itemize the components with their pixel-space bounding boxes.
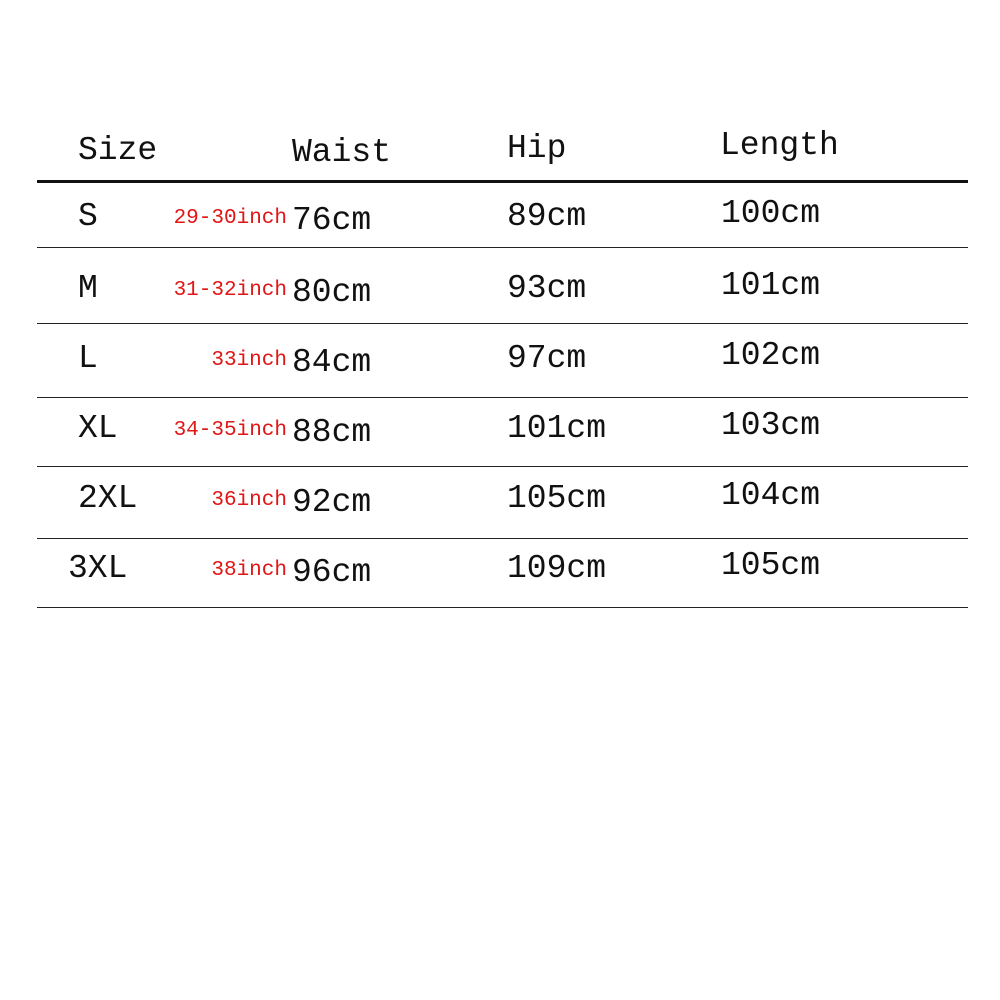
length-cell: 102cm (721, 337, 821, 374)
waist-inch-cell: 38inch (211, 559, 287, 582)
size-cell: L (78, 340, 98, 377)
length-cell: 100cm (721, 195, 821, 232)
waist-inch-cell: 31-32inch (173, 279, 287, 302)
size-cell: XL (78, 410, 118, 447)
row-divider (37, 466, 968, 467)
header-hip: Hip (507, 130, 567, 167)
row-divider (37, 538, 968, 539)
hip-cell: 101cm (507, 410, 607, 447)
waist-inch-cell: 29-30inch (173, 207, 287, 230)
hip-cell: 89cm (507, 198, 587, 235)
size-cell: 2XL (78, 480, 138, 517)
row-divider (37, 607, 968, 608)
waist-cell: 92cm (292, 484, 372, 521)
waist-cell: 80cm (292, 274, 372, 311)
size-cell: 3XL (68, 550, 128, 587)
length-cell: 105cm (721, 547, 821, 584)
size-cell: S (78, 198, 98, 235)
header-length: Length (720, 127, 839, 164)
hip-cell: 109cm (507, 550, 607, 587)
header-size: Size (78, 132, 158, 169)
waist-inch-cell: 34-35inch (173, 419, 287, 442)
hip-cell: 105cm (507, 480, 607, 517)
waist-inch-cell: 33inch (211, 349, 287, 372)
waist-cell: 84cm (292, 344, 372, 381)
hip-cell: 97cm (507, 340, 587, 377)
row-divider (37, 247, 968, 248)
length-cell: 104cm (721, 477, 821, 514)
row-divider (37, 397, 968, 398)
length-cell: 103cm (721, 407, 821, 444)
header-divider (37, 180, 968, 183)
header-waist: Waist (292, 134, 392, 171)
waist-cell: 96cm (292, 554, 372, 591)
hip-cell: 93cm (507, 270, 587, 307)
length-cell: 101cm (721, 267, 821, 304)
waist-inch-cell: 36inch (211, 489, 287, 512)
waist-cell: 76cm (292, 202, 372, 239)
size-cell: M (78, 270, 98, 307)
waist-cell: 88cm (292, 414, 372, 451)
row-divider (37, 323, 968, 324)
